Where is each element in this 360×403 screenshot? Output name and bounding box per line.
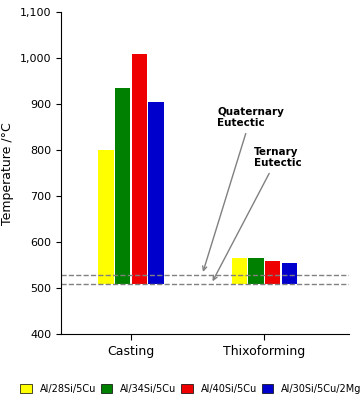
Text: Ternary
Eutectic: Ternary Eutectic bbox=[213, 147, 301, 280]
Legend: Al/28Si/5Cu, Al/34Si/5Cu, Al/40Si/5Cu, Al/30Si/5Cu/2Mg: Al/28Si/5Cu, Al/34Si/5Cu, Al/40Si/5Cu, A… bbox=[17, 381, 360, 397]
Bar bbox=[248, 258, 264, 284]
Bar bbox=[115, 88, 130, 284]
Bar bbox=[148, 102, 163, 284]
Bar bbox=[231, 258, 247, 284]
Text: Quaternary
Eutectic: Quaternary Eutectic bbox=[203, 106, 284, 270]
Bar bbox=[265, 261, 280, 284]
Bar bbox=[282, 263, 297, 284]
Bar bbox=[98, 150, 114, 284]
Y-axis label: Temperature /°C: Temperature /°C bbox=[1, 122, 14, 224]
Bar bbox=[132, 54, 147, 284]
